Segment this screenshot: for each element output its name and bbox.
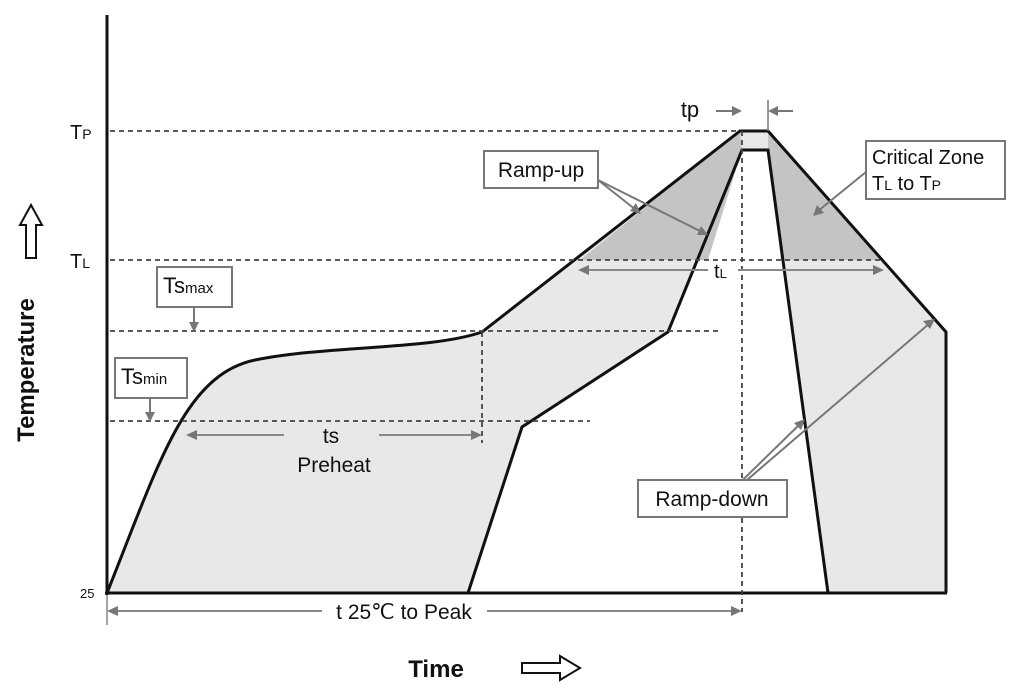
- t25-to-peak-label: t 25℃ to Peak: [336, 601, 472, 624]
- ts-min-pointer-head: [145, 412, 155, 422]
- base-temp-tick-label: 25: [80, 586, 94, 601]
- x-axis-title: Time: [408, 656, 464, 683]
- tp-arrowhead-right: [768, 106, 778, 116]
- ts-min-callout: [114, 357, 188, 399]
- tp-label: tp: [681, 97, 699, 122]
- critical-zone-callout: [865, 140, 1006, 200]
- hollow-up-arrow-icon: [18, 202, 44, 259]
- ramp-down-pointer-1-head: [794, 419, 805, 430]
- ts-max-label: Tsmax: [163, 273, 214, 298]
- ramp-up-pointer-1-head: [630, 203, 641, 214]
- ramp-down-pointer-2-head: [923, 319, 935, 329]
- ramp-down-label: Ramp-down: [655, 488, 768, 511]
- preheat-label: Preheat: [297, 454, 371, 477]
- tl-arrowhead-right: [873, 265, 884, 275]
- tp-arrowhead-left: [732, 106, 742, 116]
- tl-tick-label: TL: [70, 251, 90, 273]
- ramp-down-callout: [637, 479, 788, 518]
- ramp-up-pointer-1: [597, 179, 637, 211]
- t25-arrowhead-right: [731, 606, 742, 616]
- critical-zone-pointer: [817, 171, 867, 212]
- envelope-region: [107, 131, 946, 593]
- hollow-right-arrow-icon: [521, 654, 582, 682]
- tl-arrowhead-left: [578, 265, 589, 275]
- y-axis-title: Temperature: [13, 298, 40, 442]
- ramp-up-label: Ramp-up: [498, 159, 584, 182]
- ts-max-pointer-head: [189, 322, 199, 332]
- ramp-up-callout: [483, 150, 599, 189]
- t25-arrowhead-left: [107, 606, 118, 616]
- ts-arrowhead-right: [471, 430, 482, 440]
- outer-profile-curve: [105, 129, 948, 594]
- ramp-up-pointer-2-head: [697, 226, 708, 235]
- ts-arrowhead-left: [186, 430, 197, 440]
- ramp-up-pointer-2: [597, 179, 703, 233]
- ramp-down-pointer-2: [711, 322, 931, 511]
- ts-min-label: Tsmin: [121, 364, 167, 389]
- critical-zone-label-line2: TL to TP: [872, 173, 941, 195]
- critical-zone-label-line1: Critical Zone: [872, 147, 984, 169]
- inner-profile-curve: [466, 148, 830, 594]
- critical-zone-pointer-head: [813, 205, 824, 216]
- tl-label: tL: [714, 261, 727, 283]
- ts-label: ts: [323, 425, 339, 448]
- critical-zone-left: [580, 131, 742, 260]
- tp-tick-label: TP: [70, 122, 92, 144]
